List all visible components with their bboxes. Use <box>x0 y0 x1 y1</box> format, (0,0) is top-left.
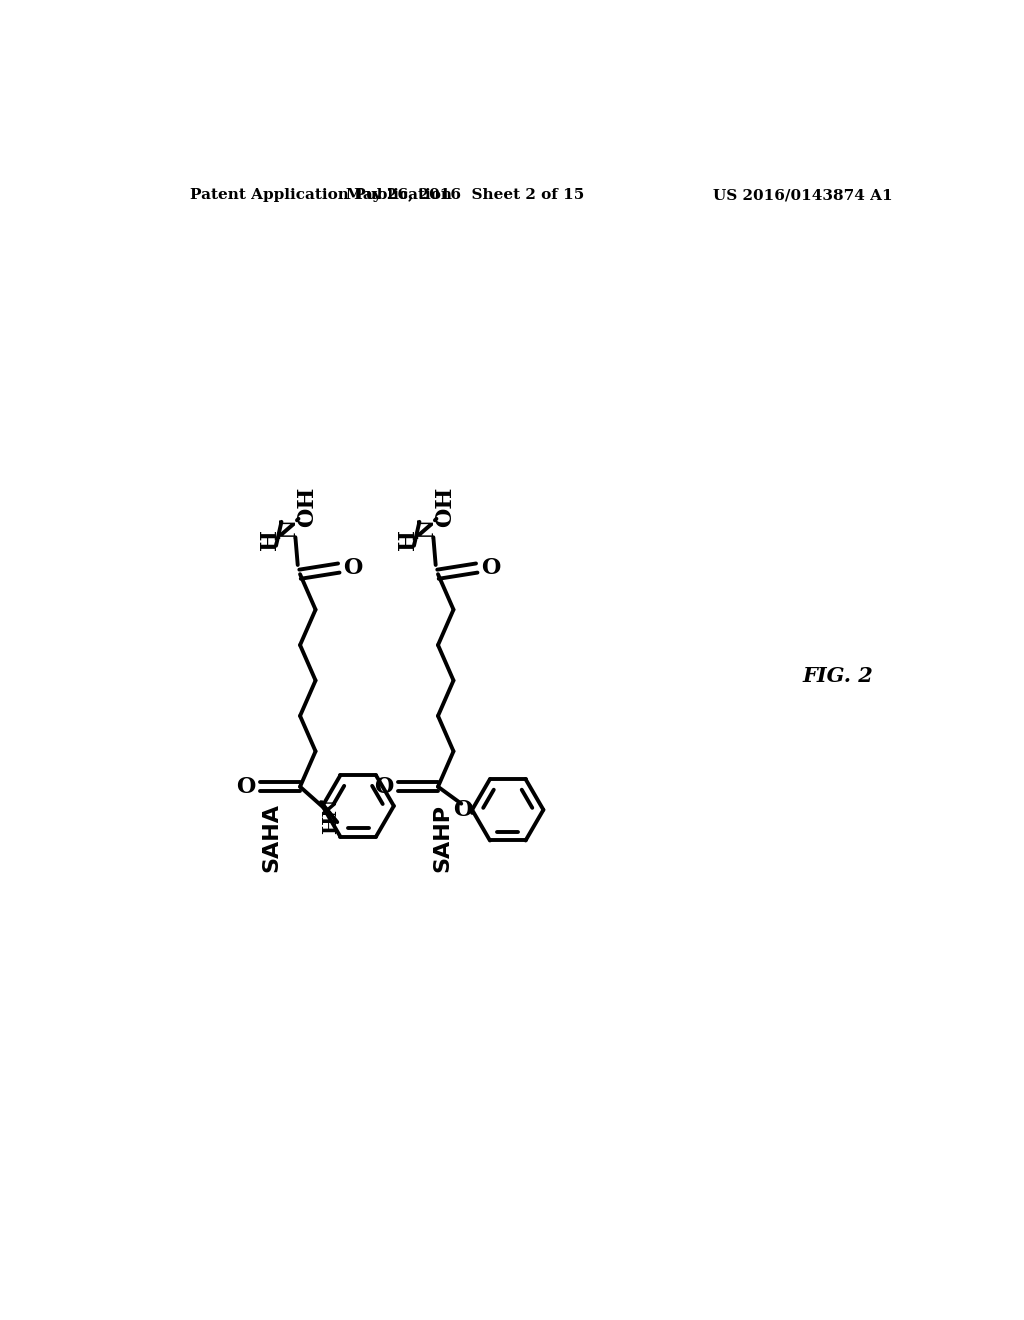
Text: SAHA: SAHA <box>261 803 282 873</box>
Text: H: H <box>396 529 419 550</box>
Text: N: N <box>416 517 438 539</box>
Text: OH: OH <box>434 486 456 527</box>
Text: Patent Application Publication: Patent Application Publication <box>190 189 452 202</box>
Text: O: O <box>481 557 501 579</box>
Text: H: H <box>259 529 281 550</box>
Text: O: O <box>343 557 362 579</box>
Text: FIG. 2: FIG. 2 <box>802 665 873 686</box>
Text: US 2016/0143874 A1: US 2016/0143874 A1 <box>713 189 893 202</box>
Text: May 26, 2016  Sheet 2 of 15: May 26, 2016 Sheet 2 of 15 <box>346 189 585 202</box>
Text: O: O <box>374 776 393 797</box>
Text: OH: OH <box>296 486 318 527</box>
Text: SAHP: SAHP <box>432 804 452 871</box>
Text: N: N <box>279 517 300 539</box>
Text: HN: HN <box>323 797 340 834</box>
Text: O: O <box>453 799 472 821</box>
Text: O: O <box>237 776 255 797</box>
